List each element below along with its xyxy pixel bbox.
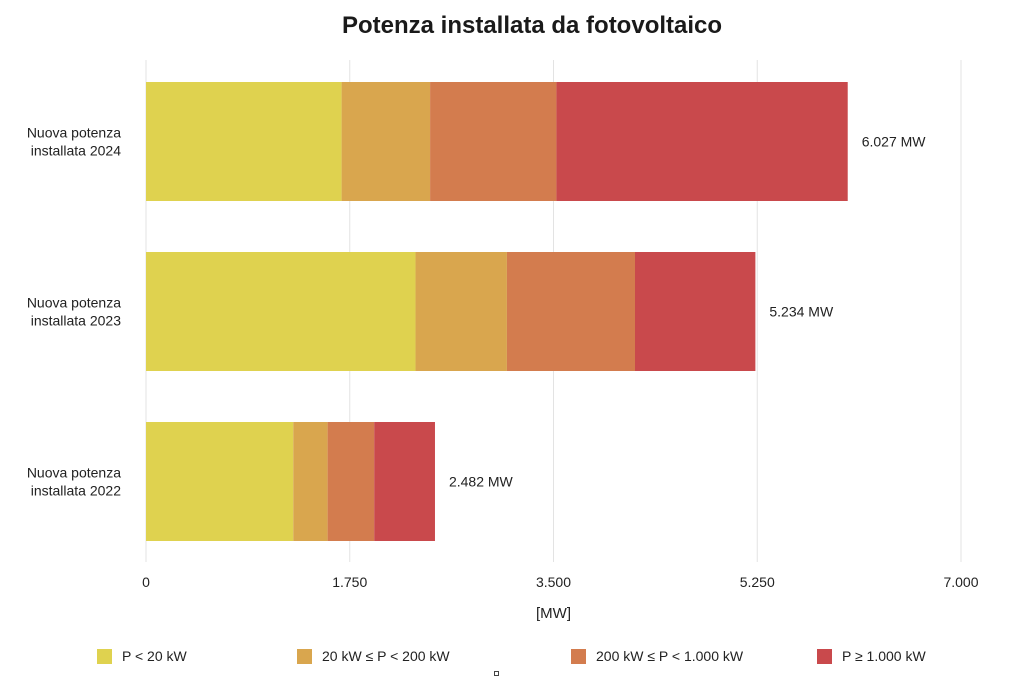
x-tick-label-0: 0 (142, 574, 150, 590)
legend-label-4: P ≥ 1.000 kW (842, 648, 926, 664)
bar-segment-1-3 (430, 82, 557, 201)
bar-segment-3-2 (293, 422, 328, 541)
category-label-3: Nuova potenza installata 2022 (27, 465, 121, 499)
bar-segment-3-4 (374, 422, 435, 541)
category-label-line: Nuova potenza (27, 295, 121, 311)
category-label-line: Nuova potenza (27, 125, 121, 141)
x-tick-label-1: 1.750 (332, 574, 367, 590)
legend-swatch-1 (97, 648, 112, 664)
legend-item-4: P ≥ 1.000 kW (817, 648, 926, 664)
category-label-line: installata 2022 (31, 483, 122, 499)
category-label-1: Nuova potenza installata 2024 (27, 125, 121, 159)
bar-segment-2-3 (506, 252, 635, 371)
bar-segment-1-1 (146, 82, 342, 201)
x-tick-label-2: 3.500 (536, 574, 571, 590)
x-tick-label-4: 7.000 (943, 574, 978, 590)
legend: P < 20 kW 20 kW ≤ P < 200 kW 200 kW ≤ P … (0, 648, 1024, 672)
total-label-3: 2.482 MW (449, 474, 514, 490)
bar-segment-2-4 (635, 252, 756, 371)
category-label-line: installata 2024 (31, 143, 122, 159)
legend-label-3: 200 kW ≤ P < 1.000 kW (596, 648, 744, 664)
bar-segment-3-3 (327, 422, 375, 541)
small-square-marker (494, 671, 499, 676)
legend-swatch-4 (817, 648, 832, 664)
legend-swatch-3 (571, 648, 586, 664)
legend-label-1: P < 20 kW (122, 648, 187, 664)
bar-segment-2-1 (146, 252, 416, 371)
bar-segment-3-1 (146, 422, 294, 541)
legend-item-1: P < 20 kW (97, 648, 187, 664)
total-label-1: 6.027 MW (862, 134, 927, 150)
bar-segment-1-2 (341, 82, 431, 201)
legend-item-2: 20 kW ≤ P < 200 kW (297, 648, 450, 664)
category-label-2: Nuova potenza installata 2023 (27, 295, 121, 329)
legend-label-2: 20 kW ≤ P < 200 kW (322, 648, 450, 664)
x-axis-label: [MW] (536, 605, 571, 622)
legend-swatch-2 (297, 648, 312, 664)
chart-title: Potenza installata da fotovoltaico (341, 12, 723, 39)
category-label-line: installata 2023 (31, 313, 122, 329)
total-label-2: 5.234 MW (769, 304, 834, 320)
bar-segment-1-4 (556, 82, 848, 201)
bar-segment-2-2 (415, 252, 507, 371)
x-tick-label-3: 5.250 (740, 574, 775, 590)
category-label-line: Nuova potenza (27, 465, 121, 481)
legend-item-3: 200 kW ≤ P < 1.000 kW (571, 648, 743, 664)
